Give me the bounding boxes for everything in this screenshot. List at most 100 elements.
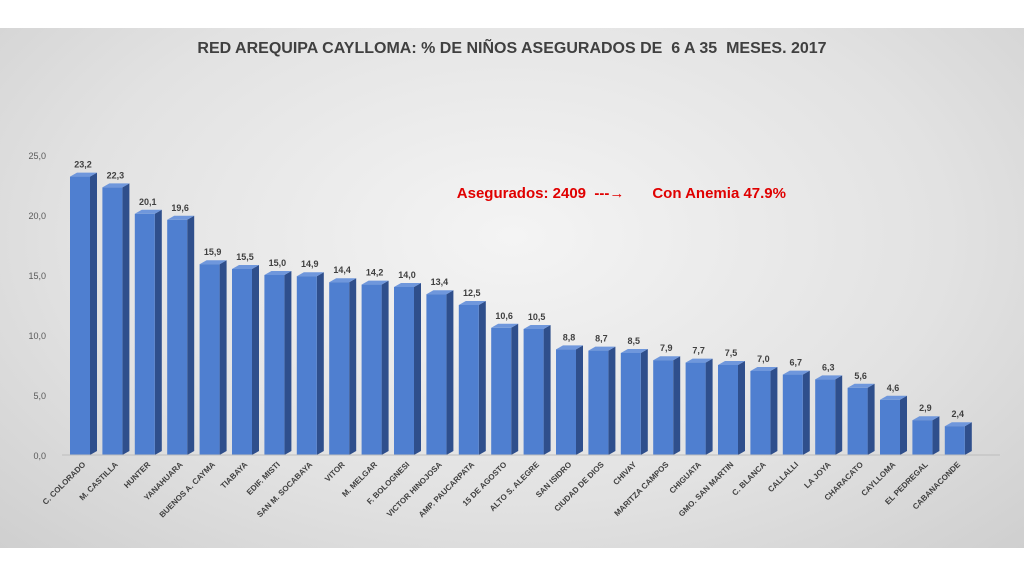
bar-top bbox=[620, 349, 648, 353]
bar-top bbox=[167, 215, 195, 220]
data-label: 7,9 bbox=[660, 343, 673, 353]
bar-top bbox=[880, 395, 907, 400]
bar bbox=[232, 265, 259, 455]
bar-top bbox=[685, 358, 713, 363]
bar-top bbox=[70, 172, 97, 177]
bar-top bbox=[394, 283, 421, 287]
bar-front bbox=[296, 276, 317, 455]
bar-top bbox=[782, 370, 810, 375]
bar bbox=[523, 325, 551, 455]
bar-front bbox=[134, 213, 155, 455]
y-tick-label: 20,0 bbox=[28, 211, 46, 221]
bar-side bbox=[640, 349, 648, 455]
bar-front bbox=[588, 350, 609, 455]
bar bbox=[912, 416, 940, 455]
bar-front bbox=[718, 365, 738, 455]
bar bbox=[394, 283, 421, 455]
chart-svg: 0,05,010,015,020,025,0 23,2C. COLORADO22… bbox=[28, 151, 1000, 519]
bar bbox=[426, 290, 454, 455]
bar-side bbox=[349, 278, 357, 455]
bar-top bbox=[232, 265, 259, 269]
bar-front bbox=[750, 371, 771, 455]
bar-top bbox=[296, 272, 324, 277]
bar-top bbox=[102, 183, 130, 188]
bar-front bbox=[361, 284, 382, 455]
bar-top bbox=[653, 356, 681, 361]
chart-area: 0,0 5,0 10,0 15,0 20,0 25,0 23,2 C. COLORADO 22… bbox=[0, 28, 1024, 548]
data-label: 7,5 bbox=[725, 348, 738, 358]
bar bbox=[718, 361, 745, 455]
bar-side bbox=[705, 358, 713, 455]
bar-side bbox=[511, 323, 519, 455]
data-label: 13,4 bbox=[431, 277, 449, 287]
bar bbox=[556, 345, 583, 455]
bar-front bbox=[394, 287, 414, 455]
bar-top bbox=[944, 422, 972, 427]
bar-side bbox=[316, 272, 324, 455]
bar-top bbox=[458, 301, 486, 305]
data-label: 8,8 bbox=[563, 332, 576, 342]
bar-front bbox=[167, 219, 188, 455]
x-tick-label: C. BLANCA bbox=[730, 460, 768, 498]
bar-side bbox=[576, 345, 583, 455]
bar-top bbox=[912, 416, 940, 421]
x-tick-label: AMP. PAUCARPATA bbox=[417, 460, 476, 519]
bar-front bbox=[523, 329, 544, 455]
bar bbox=[458, 301, 486, 455]
bar-top bbox=[264, 271, 292, 275]
bar-top bbox=[556, 345, 583, 350]
bar bbox=[750, 367, 778, 455]
bar-side bbox=[543, 325, 551, 455]
data-label: 8,5 bbox=[628, 336, 641, 346]
x-tick-label: CALLALLI bbox=[766, 460, 800, 494]
bar bbox=[588, 346, 616, 455]
data-label: 6,7 bbox=[790, 358, 803, 368]
x-tick-label: GMO. SAN MARTIN bbox=[677, 460, 736, 519]
bar-side bbox=[478, 301, 486, 455]
bar-side bbox=[673, 356, 681, 455]
bar bbox=[70, 172, 97, 455]
bar-front bbox=[912, 420, 933, 455]
data-label: 15,9 bbox=[204, 247, 222, 257]
bar-front bbox=[653, 360, 674, 455]
bar-side bbox=[964, 422, 972, 455]
bar bbox=[361, 280, 389, 455]
data-label: 6,3 bbox=[822, 362, 835, 372]
data-label: 2,9 bbox=[919, 403, 932, 413]
bar-front bbox=[232, 269, 252, 455]
bar-front bbox=[458, 305, 479, 455]
bar bbox=[329, 278, 357, 455]
data-label: 10,6 bbox=[495, 311, 513, 321]
bar-front bbox=[70, 176, 90, 455]
bar-side bbox=[219, 260, 227, 455]
data-label: 4,6 bbox=[887, 383, 900, 393]
bar-front bbox=[556, 349, 576, 455]
x-tick-label: CHIVAY bbox=[611, 460, 638, 487]
y-tick-label: 5,0 bbox=[33, 391, 46, 401]
y-tick-label: 10,0 bbox=[28, 331, 46, 341]
bar-top bbox=[426, 290, 454, 295]
bar bbox=[685, 358, 713, 455]
data-label: 15,0 bbox=[269, 258, 287, 268]
data-label: 14,2 bbox=[366, 268, 384, 278]
bar-side bbox=[122, 183, 130, 455]
bar-side bbox=[900, 395, 907, 455]
bar-side bbox=[381, 280, 389, 455]
bar-top bbox=[750, 367, 778, 371]
data-label: 14,4 bbox=[333, 265, 351, 275]
annotation-left: Asegurados: 2409 --- bbox=[456, 185, 610, 202]
annotation: Asegurados: 2409 ---→ Con Anemia 47.9% bbox=[449, 168, 786, 202]
x-tick-label: SAN M. SOCABAYA bbox=[255, 460, 314, 519]
bar bbox=[167, 215, 195, 455]
x-tick-label: HUNTER bbox=[122, 460, 152, 490]
bar-front bbox=[880, 399, 900, 455]
bar bbox=[134, 209, 162, 455]
bar-side bbox=[738, 361, 745, 455]
bar-side bbox=[608, 346, 616, 455]
chart-title: RED AREQUIPA CAYLLOMA: % DE NIÑOS ASEGUR… bbox=[197, 40, 827, 57]
y-tick-label: 15,0 bbox=[28, 271, 46, 281]
bar-front bbox=[264, 275, 285, 455]
y-tick-label: 0,0 bbox=[33, 451, 46, 461]
bar-top bbox=[847, 383, 875, 388]
bar bbox=[491, 323, 519, 455]
